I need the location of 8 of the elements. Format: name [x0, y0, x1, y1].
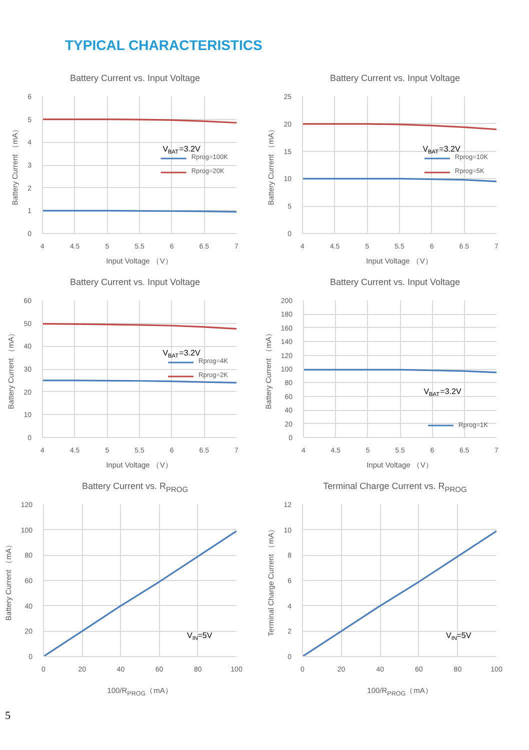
chart-title: Battery Current vs. Input Voltage [68, 276, 202, 289]
chart-title: Battery Current vs. Input Voltage [68, 72, 202, 85]
chart-title: Battery Current vs. Input Voltage [328, 276, 462, 289]
chart-title: Battery Current vs. R$_{PROG}$ [80, 480, 190, 496]
text: TYPICAL CHARACTERISTICS [64, 36, 262, 55]
text: 5 [5, 709, 12, 724]
chart-title: Battery Current vs. Input Voltage [328, 72, 462, 85]
chart-title: Terminal Charge Current vs. R$_{PROG}$ [322, 480, 468, 496]
